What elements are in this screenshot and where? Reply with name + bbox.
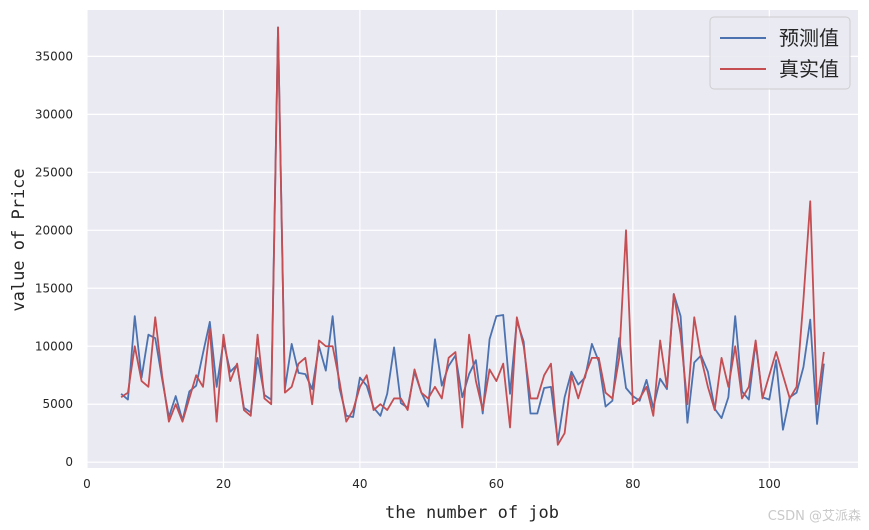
x-tick-label: 100 xyxy=(758,477,781,491)
y-tick-label: 5000 xyxy=(42,397,73,411)
y-tick-label: 0 xyxy=(65,455,73,469)
x-tick-label: 80 xyxy=(625,477,640,491)
x-tick-label: 60 xyxy=(489,477,504,491)
y-tick-label: 20000 xyxy=(35,223,73,237)
y-tick-label: 30000 xyxy=(35,107,73,121)
y-tick-label: 25000 xyxy=(35,165,73,179)
legend-label-actual: 真实值 xyxy=(779,57,839,81)
y-tick-label: 15000 xyxy=(35,281,73,295)
y-tick-label: 35000 xyxy=(35,49,73,63)
series-line-actual xyxy=(120,26,825,446)
legend: 预测值 真实值 xyxy=(709,16,851,90)
series-layer xyxy=(120,26,825,446)
x-tick-label: 40 xyxy=(352,477,367,491)
x-tick-label: 0 xyxy=(83,477,91,491)
legend-box xyxy=(709,16,851,90)
x-axis-label: the number of job xyxy=(385,503,559,523)
tick-labels: 0 20 40 60 80 100 0 5000 10000 15000 20000 25000 300… xyxy=(35,49,781,491)
legend-label-predicted: 预测值 xyxy=(779,26,839,50)
y-axis-label: value of Price xyxy=(9,168,29,311)
y-tick-label: 10000 xyxy=(35,339,73,353)
x-tick-label: 20 xyxy=(216,477,231,491)
watermark-text: CSDN @艾派森 xyxy=(767,509,861,524)
